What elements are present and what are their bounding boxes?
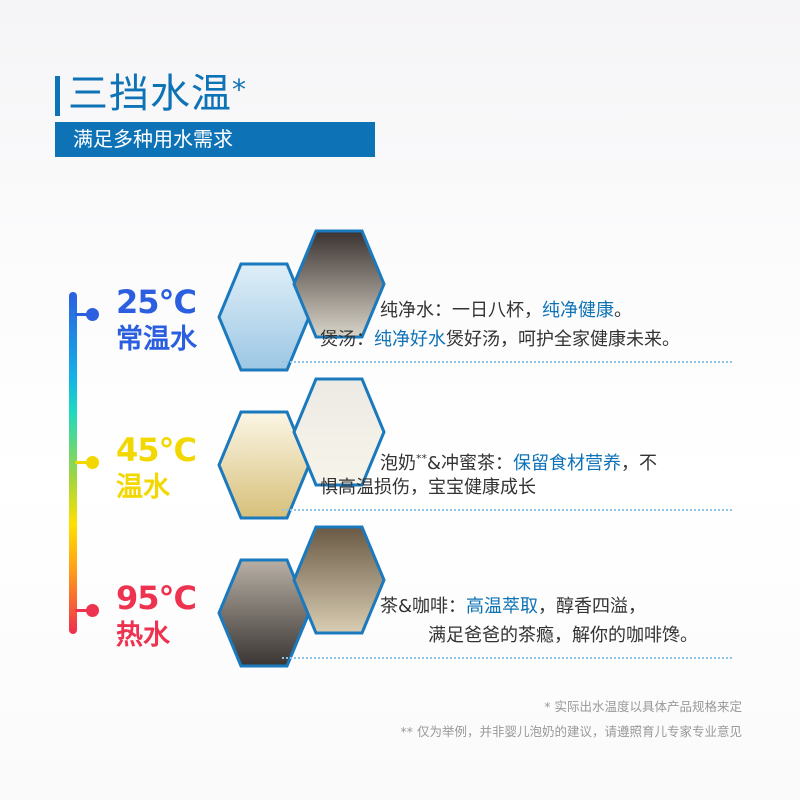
temperature-label: 常温水 <box>116 324 197 355</box>
scale-dot <box>86 308 99 321</box>
scale-tick <box>75 609 93 612</box>
scale-dot <box>86 456 99 469</box>
description-line-1: 茶&咖啡：高温萃取，醇香四溢， <box>380 595 646 619</box>
text-segment: 惧高温损伤，宝宝健康成长 <box>320 477 536 498</box>
text-segment: 满足爸爸的茶瘾，解你的咖啡馋。 <box>428 625 698 646</box>
scale-dot <box>86 604 99 617</box>
soup-pot-image <box>292 229 386 339</box>
scale-tick <box>75 313 93 316</box>
text-segment: 泡奶 <box>380 453 416 474</box>
tea-set-image <box>292 525 386 635</box>
temperature-label: 温水 <box>116 472 170 503</box>
highlight-text: 纯净健康 <box>542 300 614 321</box>
description-line-2: 满足爸爸的茶瘾，解你的咖啡馋。 <box>428 624 698 648</box>
dotted-divider <box>282 509 732 511</box>
footnote-temperature: * 实际出水温度以具体产品规格来定 <box>544 699 742 714</box>
text-segment: &冲蜜茶： <box>427 453 514 474</box>
text-segment: 煲好汤，呵护全家健康未来。 <box>446 329 680 350</box>
title-accent-bar <box>55 76 60 116</box>
text-segment: 茶&咖啡： <box>380 596 467 617</box>
highlight-text: 保留食材营养 <box>513 453 622 474</box>
description-line-2: 煲汤：纯净好水煲好汤，呵护全家健康未来。 <box>320 328 680 352</box>
scale-tick <box>75 461 93 464</box>
text-segment: ，不 <box>621 453 658 474</box>
text-segment: 纯净水：一日八杯， <box>380 300 542 321</box>
milk-bottle-image <box>292 377 386 487</box>
description-line-1: 纯净水：一日八杯，纯净健康。 <box>380 299 632 323</box>
glass-of-water-image <box>217 262 311 372</box>
temperature-value: 25°C <box>116 283 197 321</box>
honey-tea-cup-image <box>217 410 311 520</box>
dotted-divider <box>282 361 732 363</box>
description-line-1: 泡奶**&冲蜜茶：保留食材营养，不 <box>380 452 658 474</box>
highlight-text: 纯净好水 <box>374 329 446 350</box>
coffee-pour-over-image <box>217 558 311 668</box>
page-title: 三挡水温* <box>68 71 247 117</box>
footnote-example: ** 仅为举例，并非婴儿泡奶的建议，请遵照育儿专家专业意见 <box>400 724 742 739</box>
highlight-text: 高温萃取 <box>466 596 539 617</box>
temperature-value: 45°C <box>116 431 197 469</box>
description-line-2: 惧高温损伤，宝宝健康成长 <box>320 476 536 500</box>
page-subtitle: 满足多种用水需求 <box>55 122 375 157</box>
text-segment: ，醇香四溢， <box>538 596 647 617</box>
temperature-label: 热水 <box>116 620 170 651</box>
text-segment: 。 <box>614 300 632 321</box>
text-segment: 煲汤： <box>320 329 374 350</box>
temperature-scale-bar <box>69 292 77 634</box>
temperature-value: 95°C <box>116 579 197 617</box>
dotted-divider <box>282 657 732 659</box>
